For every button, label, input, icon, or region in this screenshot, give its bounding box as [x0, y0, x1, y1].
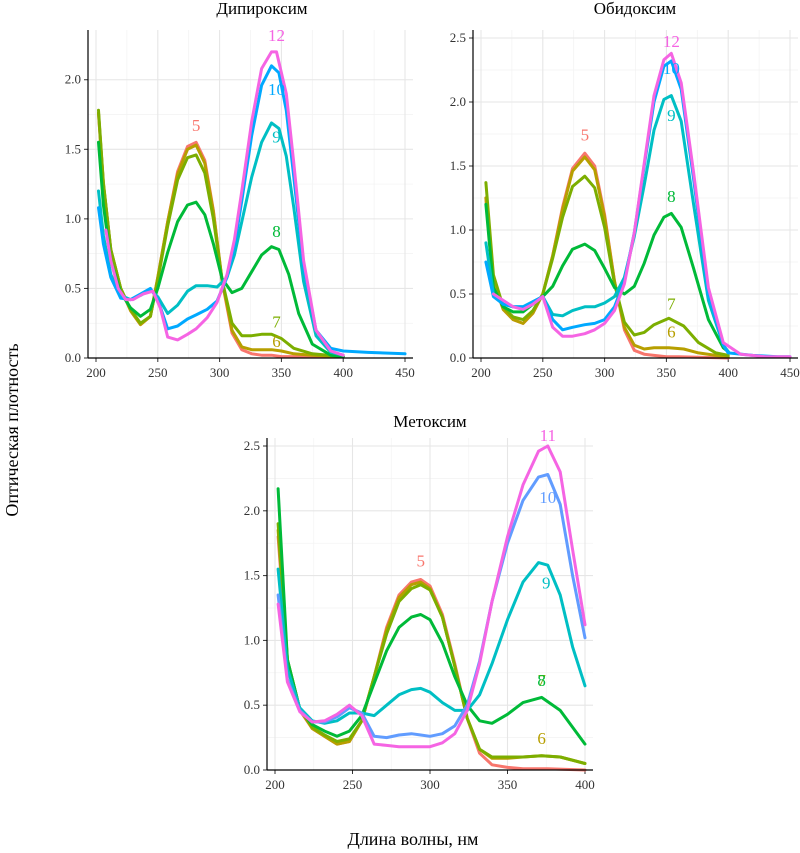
y-tick-label: 2.0: [450, 94, 466, 109]
panel-title: Метоксим: [393, 412, 467, 431]
x-tick-label: 350: [272, 365, 292, 380]
series-line-10: [97, 64, 407, 356]
x-axis-title: Длина волны, нм: [348, 829, 479, 849]
series-line-6: [484, 155, 730, 359]
y-tick-label: 1.0: [450, 222, 466, 237]
x-tick-label: 200: [86, 365, 106, 380]
series-label-9: 9: [542, 574, 551, 593]
x-tick-label: 300: [210, 365, 230, 380]
series-label-10: 10: [268, 80, 285, 99]
y-tick-label: 1.0: [65, 211, 81, 226]
series-line-9: [276, 561, 587, 725]
series-label-8: 8: [537, 671, 546, 690]
y-tick-label: 2.5: [244, 438, 260, 453]
series-line-8: [97, 140, 345, 359]
series-label-6: 6: [537, 729, 546, 748]
y-tick-label: 2.0: [244, 503, 260, 518]
y-tick-label: 1.5: [450, 158, 466, 173]
x-tick-label: 400: [333, 365, 353, 380]
y-tick-label: 1.0: [244, 632, 260, 647]
series-label-6: 6: [272, 332, 281, 351]
series-label-5: 5: [581, 125, 590, 144]
panel-3: Метоксим 200 250 300 350 400 0.0 0.5 1.0 1.5 2.0 2.…: [244, 412, 595, 792]
y-axis-title: Оптическая плотность: [2, 343, 22, 516]
x-tick-label: 300: [420, 777, 440, 792]
series-label-12: 12: [663, 32, 680, 51]
panel-1: Дипироксим 200 250 300 350 400 450 0.0 0.5 1.0 1.5…: [65, 0, 415, 380]
y-tick-label: 0.0: [450, 350, 466, 365]
series-line-7: [484, 174, 730, 357]
series-label-11: 11: [540, 426, 556, 445]
series-line-12: [491, 51, 792, 359]
series-label-9: 9: [272, 127, 281, 146]
series-line-7: [276, 522, 587, 765]
x-tick-label: 300: [595, 365, 615, 380]
series-label-5: 5: [416, 552, 425, 571]
x-tick-label: 250: [148, 365, 168, 380]
y-tick-label: 2.5: [450, 30, 466, 45]
series-label-7: 7: [667, 294, 676, 313]
series-label-10: 10: [539, 488, 556, 507]
series-label-7: 7: [537, 671, 546, 690]
x-tick-label: 250: [343, 777, 363, 792]
x-tick-label: 450: [395, 365, 415, 380]
x-tick-label: 400: [575, 777, 595, 792]
panel-title: Дипироксим: [216, 0, 307, 18]
y-tick-label: 0.0: [65, 350, 81, 365]
x-tick-label: 200: [265, 777, 285, 792]
x-tick-label: 350: [657, 365, 677, 380]
series-label-8: 8: [667, 187, 676, 206]
series-line-9: [97, 121, 345, 357]
y-tick-label: 0.0: [244, 762, 260, 777]
y-tick-label: 0.5: [244, 697, 260, 712]
series-label-5: 5: [192, 116, 201, 135]
x-tick-label: 350: [498, 777, 518, 792]
series-label-6: 6: [667, 323, 676, 342]
x-tick-label: 200: [471, 365, 491, 380]
y-tick-label: 0.5: [450, 286, 466, 301]
series-line-8: [276, 487, 587, 746]
panels: Дипироксим 200 250 300 350 400 450 0.0 0.5 1.0 1.5…: [65, 0, 800, 792]
series-label-8: 8: [272, 222, 281, 241]
panel-2: Обидоксим 200 250 300 350 400 450 0.0 0.5 1.0 1.5 2…: [450, 0, 800, 380]
y-tick-label: 2.0: [65, 72, 81, 87]
series-label-12: 12: [268, 26, 285, 45]
x-tick-label: 400: [718, 365, 738, 380]
x-tick-label: 250: [533, 365, 553, 380]
y-tick-label: 1.5: [65, 141, 81, 156]
x-tick-label: 450: [780, 365, 800, 380]
series-line-12: [104, 50, 345, 357]
panel-title: Обидоксим: [594, 0, 677, 18]
series-label-9: 9: [667, 106, 676, 125]
y-tick-label: 0.5: [65, 280, 81, 295]
series-label-10: 10: [663, 59, 680, 78]
y-tick-label: 1.5: [244, 568, 260, 583]
series-line-11: [276, 444, 587, 749]
series-label-7: 7: [272, 312, 281, 331]
series-line-8: [484, 202, 730, 354]
